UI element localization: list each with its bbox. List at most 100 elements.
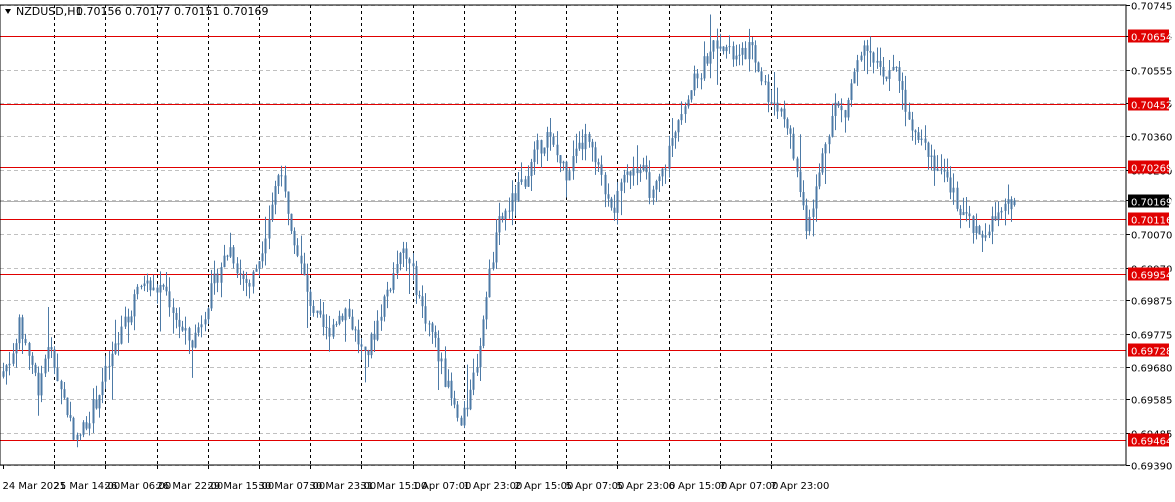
candle-body — [223, 255, 226, 268]
symbol-timeframe-label: NZDUSD,H1 — [16, 5, 83, 18]
candle-body — [783, 108, 786, 120]
candle-body — [988, 231, 991, 236]
candle-body — [920, 138, 923, 140]
candle-body — [511, 193, 514, 212]
candle-body — [741, 47, 744, 55]
candle-body — [850, 83, 853, 100]
candle-body — [453, 398, 456, 405]
candle-body — [284, 175, 287, 192]
candle-body — [444, 358, 447, 387]
candle-body — [140, 286, 143, 288]
candle-body — [764, 81, 767, 83]
candle-body — [82, 422, 85, 435]
candle-body — [226, 255, 229, 257]
y-tick-label: 0.69390 — [1131, 462, 1172, 473]
candle-body — [466, 407, 469, 410]
candle-body — [968, 213, 971, 217]
candle-body — [895, 66, 898, 68]
candle-body — [383, 296, 386, 317]
x-tick-label: 1 Apr 23:00 — [464, 481, 523, 492]
candle-body — [50, 347, 53, 350]
candle-body — [946, 171, 949, 178]
candle-body — [328, 327, 331, 337]
candle-body — [991, 216, 994, 232]
candle-body — [104, 365, 107, 382]
candle-body — [748, 42, 751, 60]
candle-body — [450, 380, 453, 399]
candle-body — [1007, 199, 1010, 204]
candle-body — [463, 407, 466, 426]
candle-body — [248, 282, 251, 287]
candle-body — [85, 422, 88, 429]
candle-body — [92, 399, 95, 424]
candle-body — [159, 284, 162, 293]
candle-body — [108, 365, 111, 367]
candle-body — [117, 343, 120, 345]
candle-body — [274, 186, 277, 205]
candle-body — [386, 289, 389, 297]
candle-body — [130, 316, 133, 323]
candle-body — [197, 327, 200, 333]
candle-body — [373, 333, 376, 340]
triangle-down-icon[interactable] — [5, 9, 11, 14]
candle-body — [415, 266, 418, 296]
x-tick-label: 30 Mar 07:00 — [259, 481, 326, 492]
x-tick-label: 24 Mar 2021 — [3, 481, 66, 492]
candle-body — [69, 415, 72, 418]
candle-body — [303, 263, 306, 276]
candle-body — [700, 78, 703, 80]
candle-body — [751, 42, 754, 46]
ohlc-readout: 0.70156 0.70177 0.70151 0.70169 — [76, 5, 268, 18]
candle-body — [405, 248, 408, 259]
candle-body — [623, 174, 626, 183]
candle-body — [424, 306, 427, 324]
candle-body — [652, 189, 655, 198]
y-tick-label: 0.70555 — [1131, 67, 1172, 78]
candle-body — [805, 205, 808, 232]
price-axis[interactable]: 0.707450.706550.705550.704550.703600.702… — [1126, 2, 1172, 473]
candle-body — [293, 230, 296, 246]
candle-body — [338, 315, 341, 324]
candle-body — [738, 54, 741, 56]
candle-body — [200, 324, 203, 328]
candle-body — [658, 176, 661, 182]
candle-body — [300, 255, 303, 264]
candle-body — [776, 102, 779, 112]
y-tick-label: 0.69875 — [1131, 297, 1172, 308]
level-label: 0.70654 — [1131, 33, 1172, 44]
candle-body — [687, 99, 690, 107]
x-tick-label: 7 Apr 23:00 — [771, 481, 830, 492]
candle-body — [786, 119, 789, 129]
candle-body — [632, 168, 635, 176]
candle-body — [124, 316, 127, 327]
level-label-bg — [1128, 160, 1169, 174]
candle-body — [501, 216, 504, 220]
candle-body — [79, 434, 82, 436]
candle-body — [690, 90, 693, 100]
candle-body — [188, 328, 191, 341]
y-tick-label: 0.70360 — [1131, 133, 1172, 144]
candle-body — [597, 162, 600, 165]
candle-body — [213, 273, 216, 284]
candle-body — [674, 132, 677, 139]
candle-body — [863, 45, 866, 56]
candle-body — [261, 253, 264, 262]
candle-body — [396, 264, 399, 274]
candle-body — [1000, 210, 1003, 213]
candle-body — [655, 181, 658, 190]
candle-body — [319, 310, 322, 315]
candle-body — [37, 372, 40, 396]
candle-body — [268, 219, 271, 239]
candle-body — [8, 363, 11, 366]
x-tick-label: 5 Apr 07:00 — [566, 481, 625, 492]
y-tick-label: 0.69680 — [1131, 364, 1172, 375]
candle-body — [437, 337, 440, 362]
level-label: 0.69464 — [1131, 437, 1172, 448]
candle-body — [488, 268, 491, 298]
y-tick-label: 0.69585 — [1131, 396, 1172, 407]
level-label: 0.69954 — [1131, 271, 1172, 282]
candle-body — [472, 372, 475, 390]
